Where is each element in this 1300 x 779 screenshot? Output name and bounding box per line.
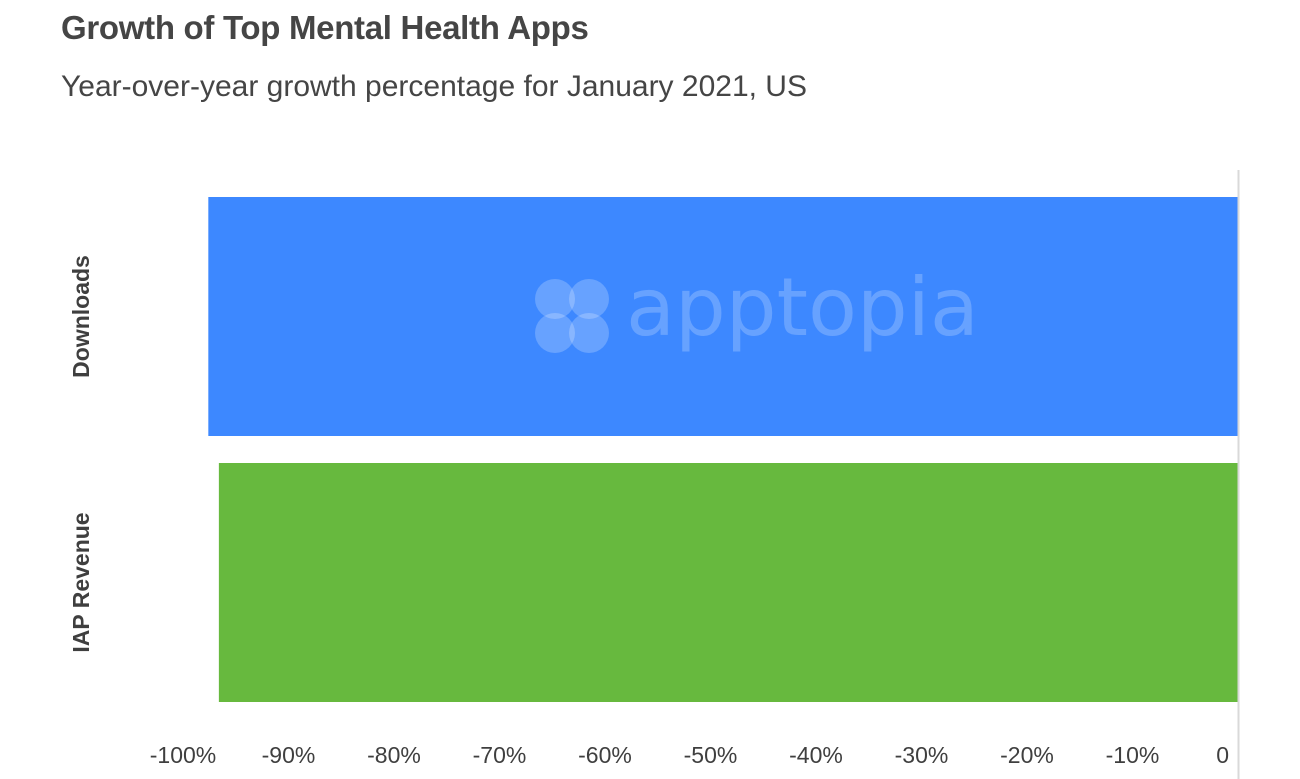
x-axis-ticks: -100% -90% -80% -70% -60% -50% -40% -30% -20% -10… (150, 742, 1229, 768)
x-tick-label: 0 (1216, 742, 1229, 768)
bar-iap-revenue (218, 463, 1238, 702)
chart-subtitle: Year-over-year growth percentage for Jan… (61, 70, 807, 103)
x-tick-label: -50% (684, 742, 738, 768)
x-tick-label: -90% (262, 742, 316, 768)
chart-title: Growth of Top Mental Health Apps (61, 9, 589, 46)
x-tick-label: -60% (578, 742, 632, 768)
x-tick-label: -80% (367, 742, 421, 768)
apptopia-logo-icon (535, 279, 609, 353)
x-tick-label: -40% (789, 742, 843, 768)
x-tick-label: -10% (1106, 742, 1160, 768)
x-tick-label: -70% (473, 742, 527, 768)
watermark-text: apptopia (626, 261, 979, 354)
x-tick-label: -30% (895, 742, 949, 768)
category-labels: Downloads IAP Revenue (68, 255, 94, 652)
x-tick-label: -100% (150, 742, 216, 768)
watermark: apptopia (535, 261, 979, 354)
x-tick-label: -20% (1000, 742, 1054, 768)
bars-layer (208, 197, 1238, 702)
bar-downloads (208, 197, 1238, 436)
category-label-downloads: Downloads (68, 255, 94, 378)
category-label-iap-revenue: IAP Revenue (68, 512, 94, 652)
